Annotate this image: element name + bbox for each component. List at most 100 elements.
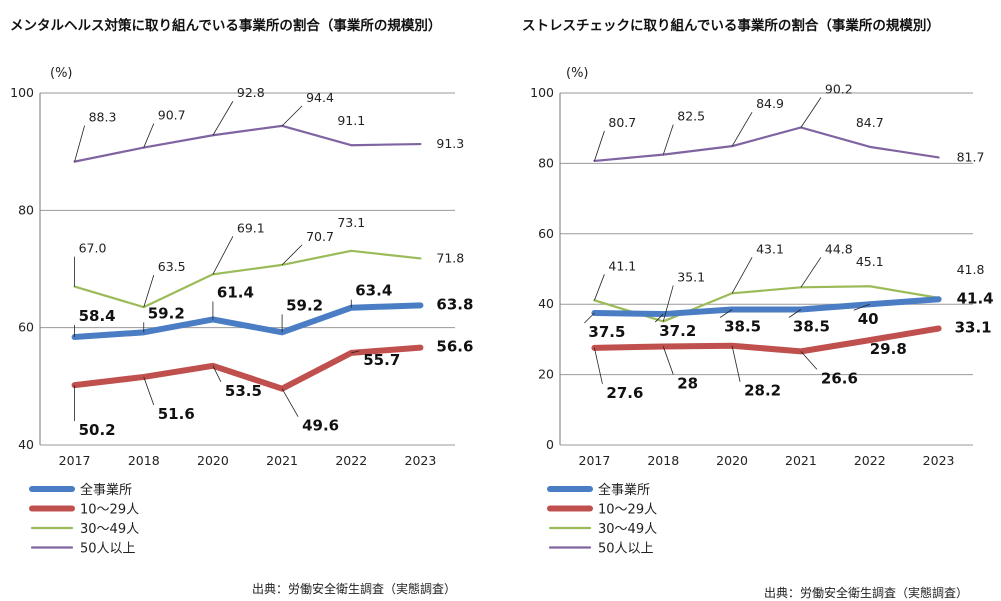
x-tick-label: 2022 <box>335 453 367 468</box>
data-label: 45.1 <box>856 254 884 269</box>
leader-line <box>143 376 155 406</box>
data-label: 40 <box>858 310 879 328</box>
y-tick-label: 100 <box>530 85 554 100</box>
leader-line <box>731 111 753 147</box>
x-tick-label: 2017 <box>579 453 611 468</box>
data-label: 90.7 <box>158 108 186 123</box>
x-tick-label: 2021 <box>785 453 817 468</box>
data-label: 41.4 <box>957 289 994 307</box>
x-tick-label: 2017 <box>59 453 91 468</box>
y-tick-label: 60 <box>538 226 554 241</box>
chart-title: メンタルヘルス対策に取り組んでいる事業所の割合（事業所の規模別） <box>10 17 441 34</box>
data-label: 84.7 <box>856 115 884 130</box>
data-label: 88.3 <box>89 110 117 125</box>
y-unit-label: (%) <box>50 66 73 81</box>
data-label: 81.7 <box>957 149 985 164</box>
leader-line <box>74 125 85 162</box>
data-label: 28 <box>677 374 698 392</box>
data-label: 37.2 <box>659 322 696 340</box>
legend-label: 10～29人 <box>598 503 657 518</box>
leader-line <box>662 124 674 155</box>
data-label: 80.7 <box>608 115 636 130</box>
data-label: 69.1 <box>237 220 265 235</box>
x-tick-label: 2023 <box>405 453 437 468</box>
leader-line <box>800 257 822 288</box>
data-label: 59.2 <box>148 304 185 322</box>
x-tick-label: 2023 <box>923 453 955 468</box>
leader-line <box>212 365 222 382</box>
data-label: 67.0 <box>79 241 107 256</box>
source-note: 出典：労働安全衛生調査（実態調査） <box>764 585 968 600</box>
legend-label: 50人以上 <box>80 542 136 557</box>
data-label: 53.5 <box>225 382 262 400</box>
data-label: 82.5 <box>677 109 705 124</box>
leader-line <box>281 388 299 417</box>
x-tick-label: 2018 <box>647 453 679 468</box>
data-label: 71.8 <box>436 250 464 265</box>
leader-line <box>719 309 733 318</box>
x-tick-label: 2022 <box>854 453 886 468</box>
legend-label: 30～49人 <box>598 522 657 537</box>
data-label: 28.2 <box>744 382 781 400</box>
data-label: 38.5 <box>724 317 761 335</box>
leader-line <box>662 346 674 375</box>
data-label: 73.1 <box>337 215 365 230</box>
legend-label: 10～29人 <box>80 503 139 518</box>
data-label: 43.1 <box>756 241 784 256</box>
y-tick-label: 60 <box>18 320 34 335</box>
leader-line <box>143 275 155 308</box>
data-label: 91.3 <box>436 136 464 151</box>
data-label: 35.1 <box>677 269 705 284</box>
data-label: 26.6 <box>821 369 858 387</box>
leader-line <box>281 105 303 127</box>
x-tick-label: 2020 <box>197 453 229 468</box>
chart-title: ストレスチェックに取り組んでいる事業所の割合（事業所の規模別） <box>522 17 940 34</box>
source-note: 出典：労働安全衛生調査（実態調査） <box>252 581 456 596</box>
chart-2: ストレスチェックに取り組んでいる事業所の割合（事業所の規模別） (%) 0 20 40 6… <box>522 17 994 600</box>
data-label: 92.8 <box>237 85 265 100</box>
x-tick-label: 2020 <box>716 453 748 468</box>
data-label: 41.1 <box>608 258 636 273</box>
x-tick-label: 2018 <box>128 453 160 468</box>
leader-line <box>281 244 303 266</box>
legend-label: 全事業所 <box>598 482 650 498</box>
leader-line <box>584 312 595 324</box>
leader-line <box>143 123 155 148</box>
data-label: 44.8 <box>825 241 853 256</box>
y-unit-label: (%) <box>566 66 589 81</box>
series-line-2 <box>71 344 424 392</box>
data-label: 49.6 <box>302 417 339 435</box>
leader-line <box>800 97 822 128</box>
data-label: 90.2 <box>825 81 853 96</box>
data-label: 29.8 <box>870 340 907 358</box>
leader-line <box>654 313 664 323</box>
data-label: 56.6 <box>436 338 473 356</box>
data-label: 59.2 <box>286 296 323 314</box>
leader-line <box>212 101 234 136</box>
chart-1: メンタルヘルス対策に取り組んでいる事業所の割合（事業所の規模別） (%) 40 60 8… <box>10 17 473 596</box>
data-label: 55.7 <box>363 351 400 369</box>
series-line-4 <box>73 124 422 163</box>
leader-line <box>662 285 674 322</box>
leader-line <box>594 130 605 162</box>
series-line-3 <box>73 249 422 309</box>
legend-label: 全事業所 <box>80 482 132 498</box>
y-tick-label: 20 <box>538 367 554 382</box>
y-tick-label: 0 <box>546 437 554 452</box>
data-label: 61.4 <box>217 283 254 301</box>
leader-line <box>788 309 802 318</box>
data-label: 58.4 <box>79 307 116 325</box>
data-label: 94.4 <box>306 90 334 105</box>
leader-line <box>351 350 360 354</box>
y-tick-label: 100 <box>10 85 34 100</box>
leader-line <box>731 257 753 294</box>
y-tick-label: 40 <box>18 437 34 452</box>
legend-label: 50人以上 <box>598 542 654 557</box>
data-label: 63.5 <box>158 259 186 274</box>
x-tick-label: 2021 <box>266 453 298 468</box>
series-line-4 <box>593 126 940 163</box>
data-label: 70.7 <box>306 229 334 244</box>
data-label: 51.6 <box>158 405 195 423</box>
leader-line <box>800 351 818 370</box>
leader-line <box>594 347 603 384</box>
